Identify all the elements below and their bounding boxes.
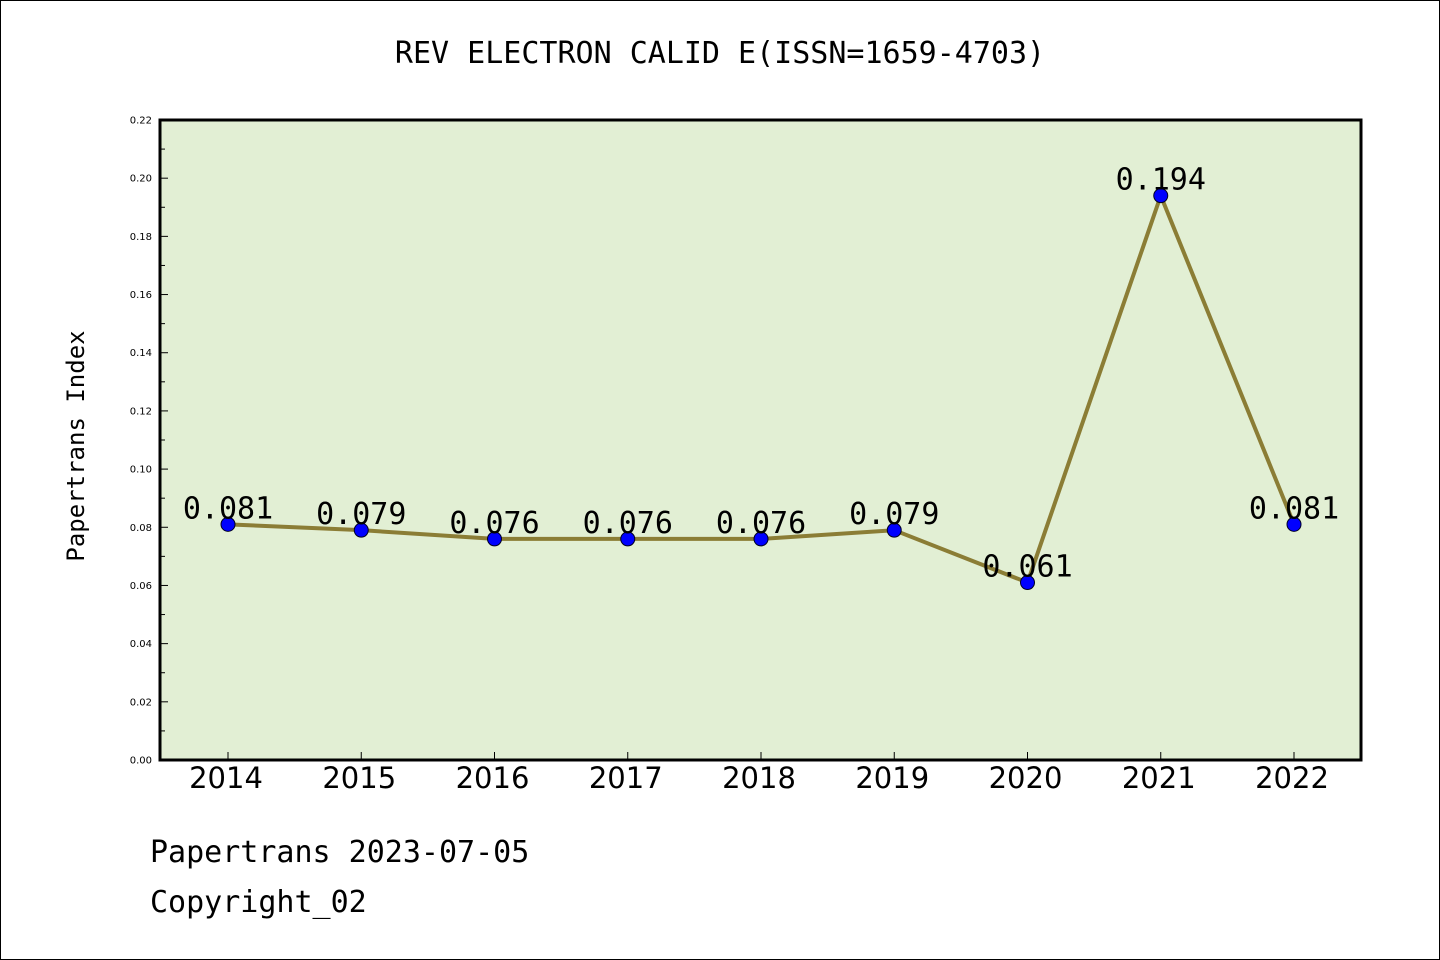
data-label: 0.076: [449, 506, 539, 541]
x-tick-label: 2017: [589, 761, 663, 795]
x-tick-label: 2018: [722, 761, 796, 795]
chart-title: REV ELECTRON CALID E(ISSN=1659-4703): [394, 36, 1046, 71]
y-tick-label: 0.18: [130, 232, 152, 243]
footer-source: Papertrans 2023-07-05: [150, 835, 530, 870]
y-tick-label: 0.08: [130, 523, 152, 534]
data-point: [353, 522, 369, 538]
y-tick-label: 0.22: [130, 116, 152, 127]
y-tick-label: 0.16: [130, 290, 152, 301]
x-tick-label: 2016: [456, 761, 530, 795]
data-point: [886, 522, 902, 538]
x-tick-label: 2014: [189, 761, 263, 795]
data-label: 0.081: [183, 491, 273, 526]
data-point: [1020, 575, 1035, 591]
data-point: [753, 531, 769, 547]
x-tick-label: 2021: [1122, 761, 1196, 795]
data-labels: 0.081 0.079 0.076 0.076 0.076 0.079 0.061 0.194…: [183, 163, 1339, 585]
x-tick-label: 2019: [855, 761, 929, 795]
y-axis-label: Papertrans Index: [62, 330, 90, 561]
data-label: 0.076: [583, 506, 673, 541]
y-axis: 0.00 0.02 0.04 0.06 0.08 0.10 0.12 0.14 0.16 0.18…: [130, 116, 168, 767]
footer-copyright: Copyright_02: [150, 885, 367, 920]
y-tick-label: 0.14: [130, 348, 152, 359]
data-label: 0.079: [316, 497, 406, 532]
y-tick-label: 0.12: [130, 406, 152, 417]
data-point: [220, 516, 236, 532]
data-point: [1153, 188, 1169, 204]
data-label: 0.079: [849, 497, 939, 532]
data-markers: [220, 188, 1302, 591]
data-point: [1286, 516, 1302, 532]
x-tick-label: 2020: [989, 761, 1063, 795]
data-label: 0.194: [1116, 163, 1206, 198]
y-tick-label: 0.00: [130, 756, 152, 767]
data-point: [487, 531, 502, 547]
plot-area: [158, 118, 1363, 762]
y-tick-label: 0.06: [130, 581, 152, 592]
y-tick-label: 0.10: [130, 465, 152, 476]
x-tick-label: 2015: [322, 761, 396, 795]
data-label: 0.061: [982, 550, 1072, 585]
y-tick-label: 0.20: [130, 174, 152, 185]
x-axis: 2014 2015 2016 2017 2018 2019 2020 2021 2022: [189, 752, 1329, 795]
y-tick-label: 0.04: [130, 639, 152, 650]
y-tick-label: 0.02: [130, 697, 152, 708]
data-point: [620, 531, 636, 547]
x-tick-label: 2022: [1255, 761, 1329, 795]
data-label: 0.081: [1249, 491, 1339, 526]
data-label: 0.076: [716, 506, 806, 541]
